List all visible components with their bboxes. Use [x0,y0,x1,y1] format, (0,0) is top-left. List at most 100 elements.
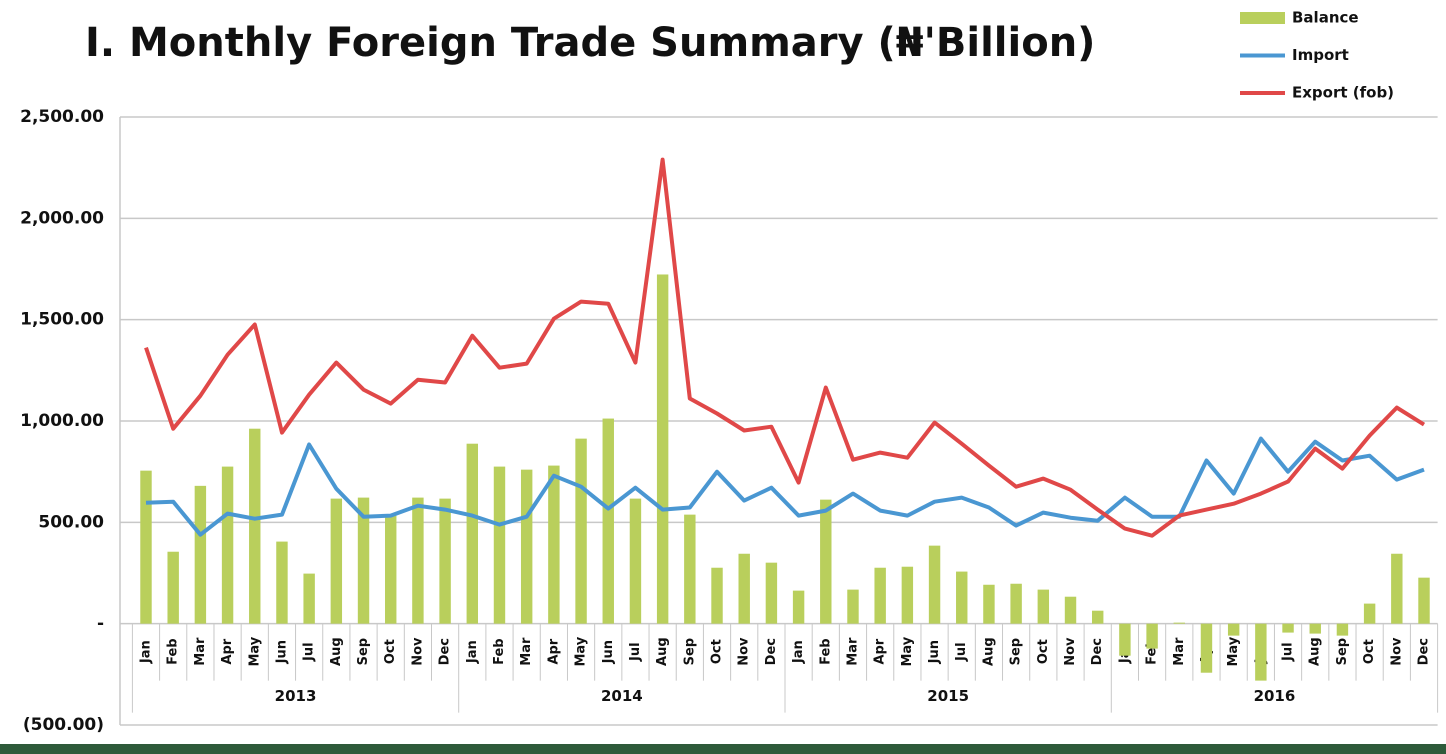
x-tick-label: Jul [302,642,317,662]
y-tick-label: 2,500.00 [20,107,104,127]
x-tick-label: Nov [1063,637,1078,666]
bar [520,469,533,624]
x-tick-label: May [1226,636,1241,666]
x-tick-label: Oct [1036,639,1051,664]
x-tick-label: Feb [166,638,181,664]
x-tick-label: Sep [356,638,371,666]
group-label: 2014 [601,687,643,705]
bar [792,590,805,624]
footer-strip [0,744,1446,754]
x-tick-label: Aug [1308,637,1323,666]
x-tick-label: Nov [737,637,752,666]
x-tick-label: May [900,636,915,666]
x-tick-label: Mar [845,637,860,666]
x-tick-label: Sep [1335,638,1350,666]
bar [1255,623,1267,681]
x-tick-label: Mar [1172,637,1187,666]
x-tick-label: Apr [873,638,888,664]
legend-label: Import [1292,46,1349,64]
bar [385,515,397,624]
bar [221,466,234,624]
bar [684,514,696,624]
x-tick-label: Apr [546,638,561,664]
bar [330,498,343,624]
bar [303,573,315,624]
x-tick-label: Feb [492,638,507,664]
x-tick-label: Jul [954,642,969,662]
y-tick-label: 1,000.00 [20,411,104,431]
bar [140,470,152,624]
x-tick-label: Sep [682,638,697,666]
bar [575,438,587,624]
bar [738,553,750,624]
bar [629,498,642,624]
x-tick-label: May [247,636,262,666]
bar [466,443,479,624]
bar [276,541,288,624]
x-tick-label: Nov [410,637,425,666]
x-tick-label: Dec [1090,638,1105,665]
bar [820,499,832,624]
x-tick-label: Mar [519,637,534,666]
bar [874,567,886,624]
bar [548,465,560,624]
group-label: 2013 [275,687,317,705]
x-tick-label: Jul [628,642,643,662]
bar [1037,589,1050,624]
bar [1418,577,1430,624]
x-tick-label: Oct [710,639,725,664]
x-tick-label: Aug [329,637,344,666]
x-tick-label: Apr [220,638,235,664]
x-tick-label: Jan [465,640,480,664]
group-label: 2015 [927,687,969,705]
bar [1146,623,1158,649]
x-tick-label: Jun [927,640,942,664]
line [145,436,1425,537]
x-tick-label: Dec [438,638,453,665]
legend-label: Balance [1292,9,1359,27]
x-tick-label: Feb [818,638,833,664]
bar [1064,596,1077,624]
x-tick-label: Sep [1009,638,1024,666]
bar [1309,623,1321,634]
bar [901,566,914,624]
x-tick-label: Mar [193,637,208,666]
bar [1173,622,1185,624]
x-tick-label: Aug [655,637,670,666]
x-tick-label: Jul [1281,642,1296,662]
y-tick-label: 2,000.00 [20,208,104,228]
bar [602,418,614,624]
x-tick-label: Dec [764,638,779,665]
x-tick-label: Jan [791,640,806,664]
bar [1227,623,1240,636]
bar [249,428,261,624]
y-tick-label: (500.00) [23,715,104,735]
line [144,157,1426,538]
x-tick-label: Oct [1362,639,1377,664]
bar [493,466,506,624]
bar [656,274,669,624]
bar [412,497,424,624]
bar [711,567,723,624]
y-tick-label: - [97,614,104,634]
bar [847,589,859,624]
bar [439,498,451,624]
x-tick-label: Aug [981,637,996,666]
x-tick-label: Jun [274,640,289,664]
x-tick-label: Jan [138,640,153,664]
legend-swatch [1240,12,1285,24]
y-tick-label: 1,500.00 [20,310,104,330]
bar [928,545,941,624]
x-tick-label: May [574,636,589,666]
bar [357,497,370,624]
bar [765,562,778,624]
y-tick-label: 500.00 [38,512,104,532]
bar [983,584,995,624]
x-tick-label: Jun [601,640,616,664]
bar [1336,623,1349,636]
bar [1091,610,1104,624]
x-tick-label: Oct [383,639,398,664]
x-tick-label: Dec [1417,638,1432,665]
bar [1010,583,1022,624]
